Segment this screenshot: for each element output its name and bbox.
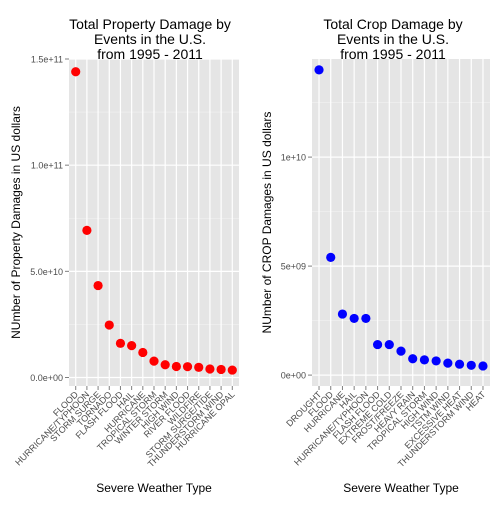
data-point bbox=[384, 339, 394, 350]
data-point bbox=[227, 365, 237, 375]
data-point bbox=[419, 355, 430, 365]
data-point bbox=[171, 361, 181, 372]
x-axis-label: Severe Weather Type bbox=[343, 481, 459, 495]
chart-title-line: Total Crop Damage by bbox=[323, 16, 462, 32]
y-tick-label: 5.0e+10 bbox=[30, 267, 63, 277]
data-point bbox=[205, 364, 215, 374]
y-tick-label: 1.0e+11 bbox=[31, 161, 63, 171]
data-point bbox=[138, 347, 148, 358]
data-point bbox=[127, 341, 137, 351]
data-point bbox=[194, 362, 204, 372]
data-point bbox=[372, 339, 383, 350]
data-point bbox=[349, 313, 359, 324]
chart-title-line: from 1995 - 2011 bbox=[97, 46, 203, 62]
data-point bbox=[431, 356, 441, 366]
data-point bbox=[408, 354, 418, 364]
y-tick-label: 1.5e+11 bbox=[31, 55, 63, 65]
data-point bbox=[82, 225, 92, 235]
data-point bbox=[337, 309, 348, 319]
y-axis-label: NUmber of Property Damages in US dollars bbox=[9, 106, 23, 339]
data-point bbox=[443, 358, 453, 368]
y-axis-label: NUmber of CROP Damages in US dollars bbox=[260, 112, 274, 334]
data-point bbox=[396, 346, 406, 356]
y-tick-label: 0e+00 bbox=[281, 371, 306, 381]
data-point bbox=[361, 313, 371, 324]
data-point bbox=[149, 356, 159, 366]
y-tick-label: 5e+09 bbox=[281, 262, 306, 272]
chart-title-line: Events in the U.S. bbox=[94, 31, 206, 47]
data-point bbox=[314, 65, 324, 75]
data-point bbox=[104, 320, 114, 330]
data-point bbox=[454, 359, 465, 369]
chart-title-line: Events in the U.S. bbox=[337, 31, 449, 47]
data-point bbox=[326, 252, 336, 262]
x-axis-label: Severe Weather Type bbox=[96, 481, 212, 495]
data-point bbox=[71, 67, 81, 77]
y-tick-label: 0.0e+00 bbox=[30, 373, 63, 383]
chart-title-line: from 1995 - 2011 bbox=[340, 46, 446, 62]
data-point bbox=[182, 362, 193, 372]
data-point bbox=[115, 338, 126, 348]
data-point bbox=[216, 364, 226, 375]
data-point bbox=[93, 280, 103, 291]
data-point bbox=[160, 360, 170, 370]
y-tick-label: 1e+10 bbox=[281, 153, 306, 163]
chart-title-line: Total Property Damage by bbox=[69, 16, 231, 32]
data-point bbox=[478, 361, 488, 371]
data-point bbox=[466, 360, 476, 370]
